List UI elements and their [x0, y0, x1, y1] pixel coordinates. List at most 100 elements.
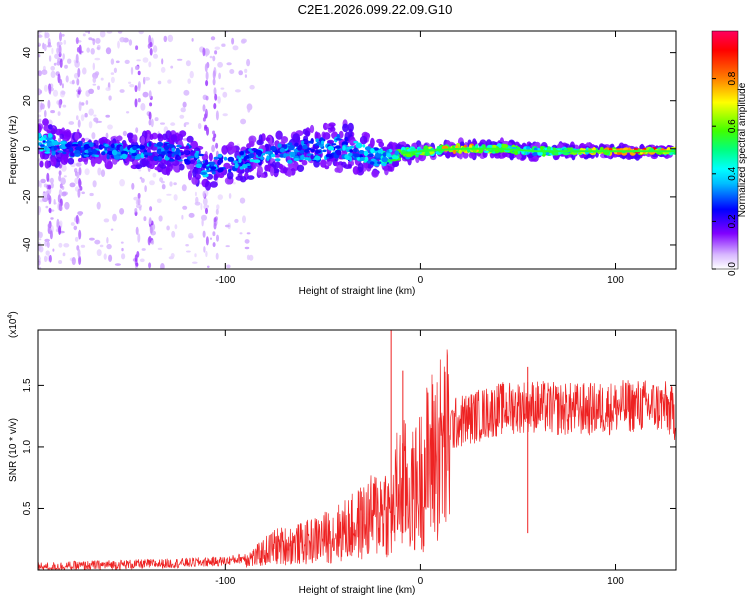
spectrogram-noise-blob: [201, 218, 204, 227]
snr-multiplier-exp: 4: [7, 315, 14, 319]
spectrogram-noise-blob: [160, 263, 165, 269]
spectrogram-noise-blob: [163, 35, 168, 43]
spectrogram-noise-blob: [143, 216, 147, 222]
spectrogram-core-blob: [349, 156, 353, 162]
spectrogram-streak-blob: [47, 223, 51, 228]
spectrogram-noise-blob: [69, 182, 76, 188]
spectrogram-core-blob: [514, 150, 518, 156]
spectrogram-noise-blob: [248, 254, 254, 261]
spectrogram-core-blob: [367, 153, 374, 157]
spectrogram-noise-blob: [50, 65, 55, 71]
spectrogram-core-blob: [374, 153, 382, 158]
spectrogram-noise-blob: [166, 225, 170, 231]
spectrogram-core-blob: [526, 146, 531, 150]
spectrogram-core-blob: [377, 161, 382, 165]
spectrogram-streak-blob: [75, 53, 79, 64]
spectrogram-core-blob: [353, 153, 360, 158]
spectrogram-streak-blob: [149, 225, 153, 234]
spectrogram-core-blob: [355, 142, 363, 149]
spectrogram-halo-blob: [50, 157, 57, 167]
snr-y-tick-label: 1.0: [22, 440, 33, 454]
spectrogram-noise-blob: [167, 34, 174, 43]
spectrogram-noise-blob: [234, 218, 239, 223]
spectrogram-noise-blob: [119, 37, 126, 43]
spectrogram-core-blob: [87, 151, 94, 155]
spectrogram-noise-blob: [211, 144, 216, 153]
spectrogram-noise-blob: [44, 32, 50, 39]
spectrogram-noise-blob: [242, 215, 246, 224]
spectrogram-noise-blob: [173, 182, 177, 186]
spectrogram-noise-blob: [240, 39, 246, 44]
spectrogram-streak-blob: [212, 130, 216, 135]
spectrogram-noise-blob: [232, 45, 239, 51]
spectrogram-streak-blob: [77, 248, 81, 258]
spectrogram-noise-blob: [81, 191, 85, 195]
spectrogram-noise-blob: [71, 79, 75, 85]
colorbar: [711, 30, 739, 270]
spectrogram-core-blob: [288, 144, 295, 151]
spectrogram-core-blob: [405, 152, 412, 158]
spectrogram-noise-blob: [218, 72, 222, 80]
spectrogram-noise-blob: [43, 191, 46, 194]
spectrogram-noise-blob: [110, 72, 115, 75]
spectrogram-core-blob: [104, 143, 109, 148]
spectrogram-core-blob: [308, 140, 314, 144]
spectrogram-streak-blob: [204, 108, 208, 119]
spectrogram-halo-blob: [314, 131, 319, 141]
spectrogram-noise-blob: [91, 132, 96, 140]
snr-x-tick-label: -100: [215, 576, 235, 587]
spectrogram-core-blob: [171, 147, 175, 152]
spectrogram-noise-blob: [60, 90, 66, 95]
spectrogram-noise-blob: [179, 114, 185, 119]
spectrogram-noise-blob: [186, 250, 191, 253]
spectrogram-noise-blob: [181, 184, 187, 192]
spectrogram-noise-blob: [38, 266, 42, 269]
spectrogram-noise-blob: [100, 169, 106, 177]
spectrogram-noise-blob: [228, 193, 232, 199]
spectrogram-noise-blob: [139, 206, 142, 211]
spectrogram-core-blob: [94, 154, 100, 158]
spectrogram-streak-blob: [202, 104, 206, 112]
spectrogram-streak-blob: [215, 252, 219, 260]
spectrogram-noise-blob: [160, 122, 165, 125]
spectrogram-core-blob: [492, 144, 497, 149]
spectrogram-noise-blob: [185, 60, 191, 67]
colorbar-tick-label: 0.0: [727, 262, 738, 276]
spectrogram-streak-blob: [48, 207, 52, 213]
spectrogram-halo-blob: [252, 161, 257, 170]
spectrogram-noise-blob: [60, 177, 66, 185]
spectrogram-streak-blob: [59, 58, 63, 68]
spectrogram-noise-blob: [89, 192, 94, 197]
spectrogram-streak-blob: [137, 197, 141, 206]
spectrogram-noise-blob: [89, 237, 95, 241]
spectrogram-noise-blob: [43, 183, 48, 188]
spectrogram-streak-blob: [47, 194, 50, 199]
spectrogram-noise-blob: [217, 61, 224, 68]
spectrogram-noise-blob: [221, 43, 226, 47]
spectrogram-core-blob: [53, 145, 58, 151]
spectrogram-noise-blob: [154, 117, 159, 122]
spectrogram-noise-blob: [238, 70, 243, 76]
spectrogram-halo-blob: [154, 166, 162, 171]
spectrogram-halo-blob: [502, 152, 508, 158]
spectrogram-core-blob: [532, 152, 538, 157]
spectrogram-halo-blob: [244, 167, 250, 174]
spectrogram-noise-blob: [62, 53, 65, 60]
spectrogram-noise-blob: [136, 59, 141, 62]
spectrogram-noise-blob: [210, 36, 216, 41]
spectrogram-halo-blob: [149, 134, 154, 140]
spectrogram-core-blob: [119, 145, 124, 152]
spectrogram-core-blob: [156, 141, 164, 147]
spectrogram-streak-blob: [202, 230, 206, 238]
spectrogram-noise-blob: [38, 114, 42, 118]
spectrogram-noise-blob: [61, 164, 67, 172]
spectrogram-noise-blob: [232, 182, 236, 185]
spectrogram-streak-blob: [78, 229, 82, 240]
spectrogram-core-blob: [43, 134, 47, 139]
spectrogram-streak-blob: [148, 119, 152, 126]
spectrogram-noise-blob: [160, 66, 166, 73]
spectrogram-streak-blob: [212, 55, 216, 62]
spectrogram-core-blob: [673, 149, 676, 154]
chart-title: C2E1.2026.099.22.09.G10: [298, 2, 453, 17]
spectrogram-halo-blob: [77, 157, 83, 163]
